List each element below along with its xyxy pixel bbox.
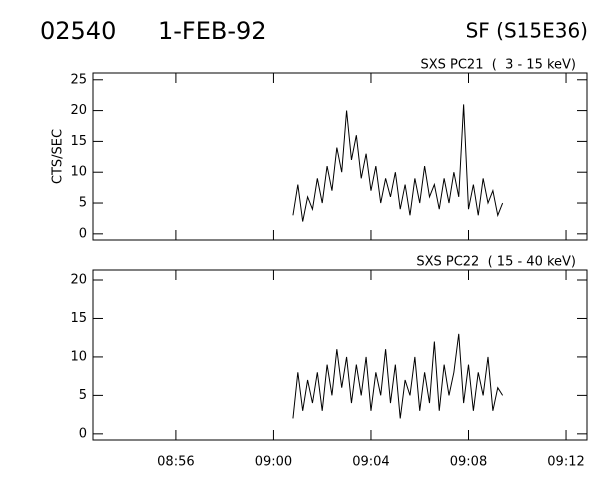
y-tick-label: 5	[79, 196, 87, 211]
obs-id: 02540	[40, 17, 116, 45]
y-axis-label: CTS/SEC	[51, 129, 66, 184]
plot-frame	[92, 269, 588, 441]
y-tick-label: 15	[70, 134, 87, 149]
plot-frame	[92, 72, 588, 241]
y-tick-label: 0	[79, 226, 87, 241]
data-line	[292, 104, 504, 222]
target: SF (S15E36)	[466, 19, 588, 43]
data-line	[292, 333, 504, 419]
y-tick-label: 20	[70, 103, 87, 118]
y-tick-label: 5	[79, 388, 87, 403]
x-tick-label: 09:08	[450, 455, 487, 470]
y-tick-label: 15	[70, 311, 87, 326]
obs-date: 1-FEB-92	[158, 17, 267, 45]
y-tick-label: 10	[70, 349, 87, 364]
panel-title: SXS PC22 ( 15 - 40 keV)	[416, 255, 576, 270]
y-tick-label: 0	[79, 426, 87, 441]
y-tick-label: 10	[70, 165, 87, 180]
x-tick-label: 09:00	[255, 455, 292, 470]
y-tick-label: 20	[70, 273, 87, 288]
x-tick-label: 09:04	[352, 455, 389, 470]
x-tick-label: 09:12	[547, 455, 584, 470]
y-tick-label: 25	[70, 72, 87, 87]
x-tick-label: 08:56	[157, 455, 194, 470]
panel-title: SXS PC21 ( 3 - 15 keV)	[420, 58, 576, 73]
